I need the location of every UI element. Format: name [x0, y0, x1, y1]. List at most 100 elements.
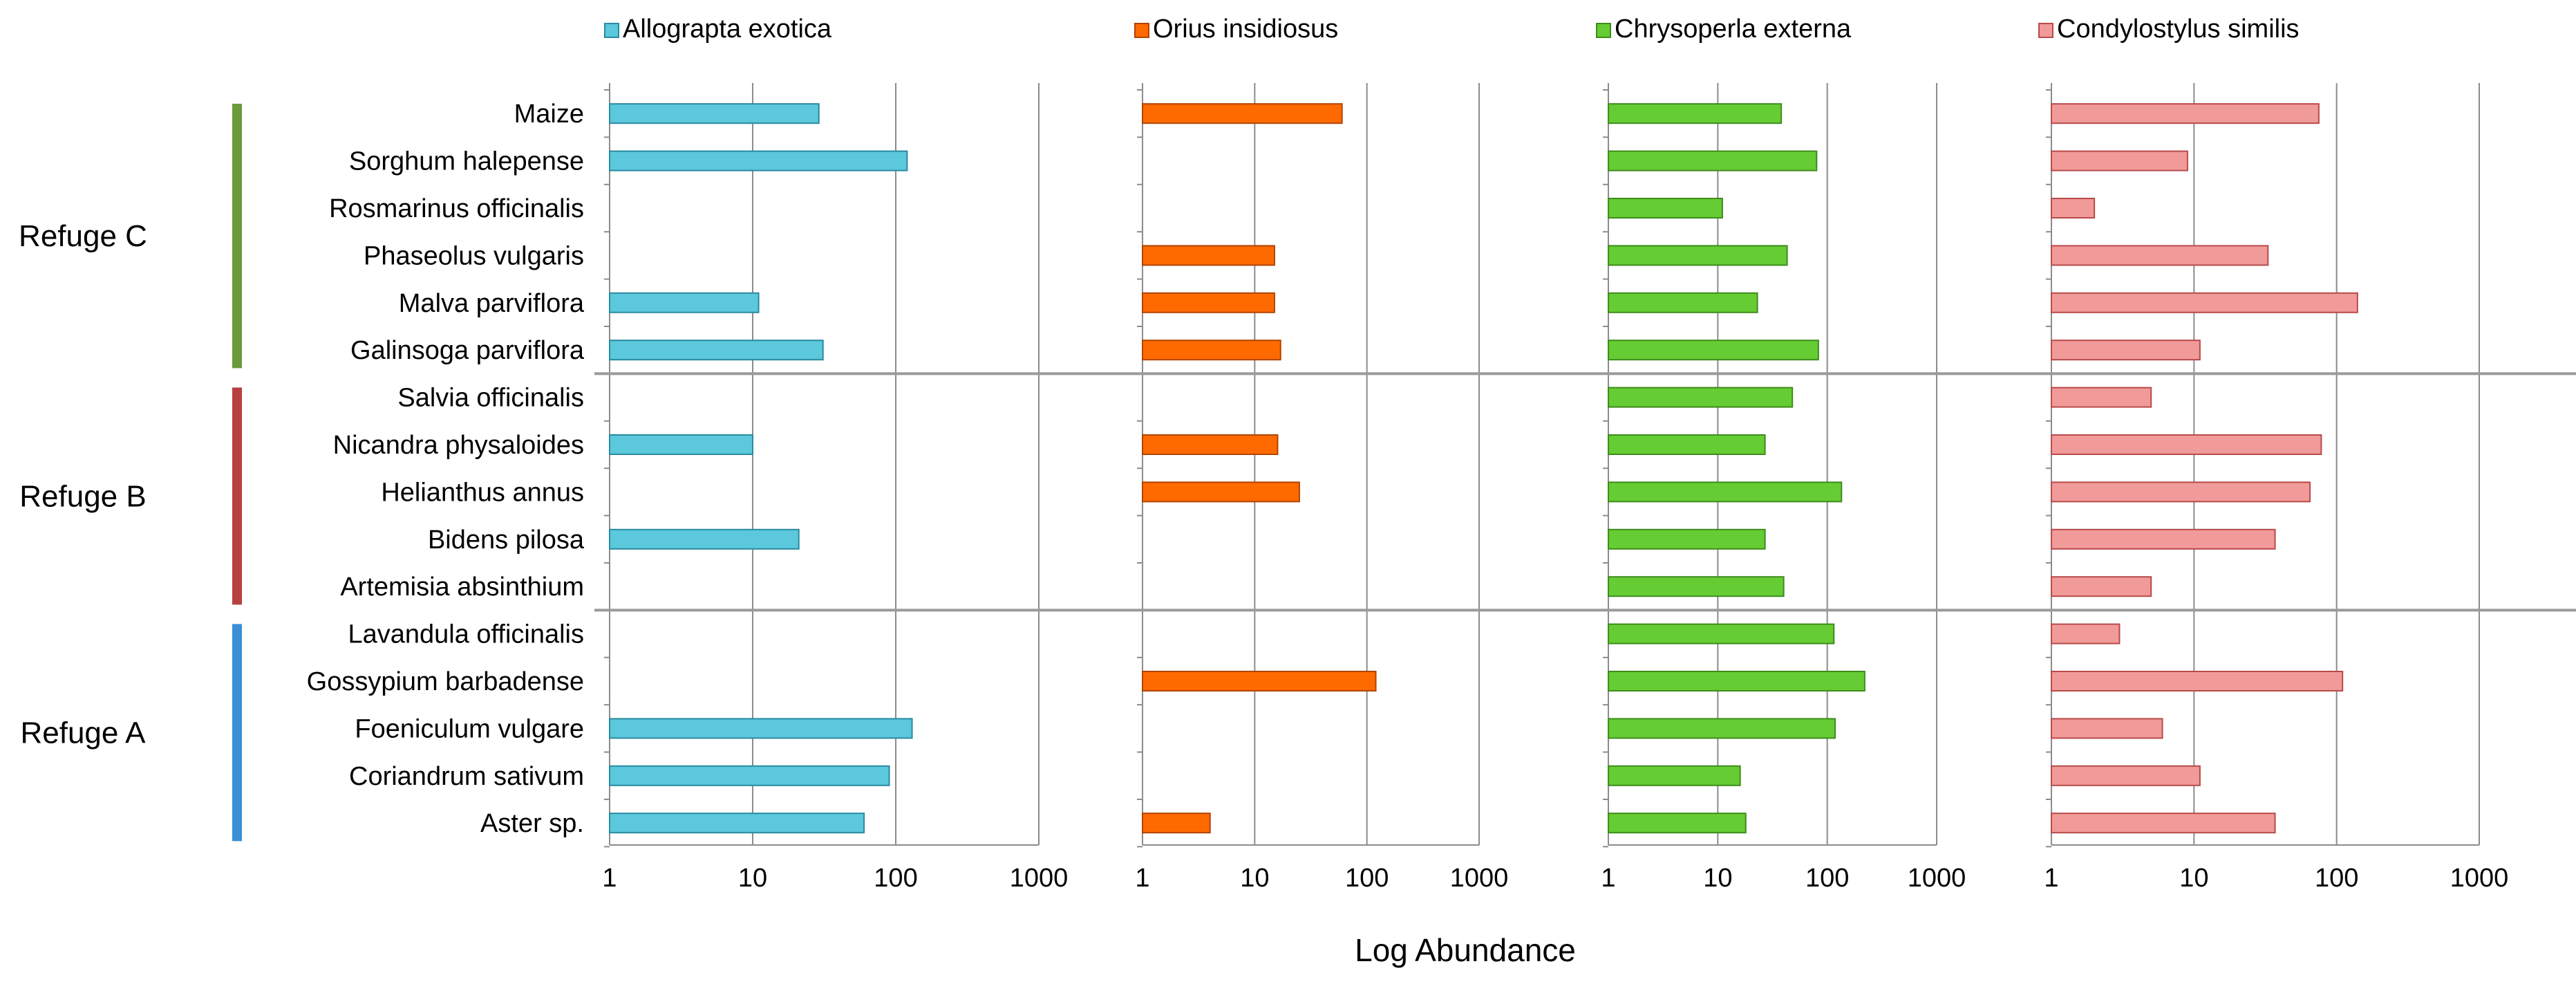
- bar-condylostylus-similis-galinsoga-parviflora: [2051, 340, 2201, 361]
- x-tick-label-1: 1: [1601, 864, 1615, 893]
- bar-chrysoperla-externa-sorghum-halepense: [1608, 150, 1818, 171]
- category-label-phaseolus-vulgaris: Phaseolus vulgaris: [364, 241, 584, 270]
- x-tick-label-10: 10: [1703, 864, 1732, 893]
- refuge-groups: Refuge C Refuge B Refuge A: [19, 104, 242, 842]
- x-tick-label-1: 1: [2044, 864, 2058, 893]
- bar-condylostylus-similis-foeniculum-vulgare: [2051, 718, 2163, 739]
- bar-condylostylus-similis-gossypium-barbadense: [2051, 671, 2344, 691]
- bar-condylostylus-similis-helianthus-annus: [2051, 481, 2311, 503]
- legend-swatch-orius-insidiosus: [1134, 23, 1149, 38]
- bar-orius-insidiosus-gossypium-barbadense: [1142, 671, 1377, 691]
- category-label-helianthus-annus: Helianthus annus: [381, 478, 584, 507]
- x-tick-label-1000: 1000: [2450, 864, 2509, 893]
- panel-orius-insidiosus: 1 10 100 1000: [1135, 83, 1508, 893]
- bar-orius-insidiosus-helianthus-annus: [1142, 481, 1300, 503]
- bar-chrysoperla-externa-aster-sp: [1608, 813, 1747, 834]
- x-tick-label-10: 10: [2179, 864, 2208, 893]
- bar-allograpta-exotica-malva-parviflora: [609, 292, 760, 313]
- bar-chrysoperla-externa-artemisia-absinthium: [1608, 576, 1785, 597]
- bar-chrysoperla-externa-bidens-pilosa: [1608, 528, 1766, 550]
- bar-condylostylus-similis-salvia-officinalis: [2051, 387, 2152, 408]
- x-tick-label-10: 10: [1240, 864, 1269, 893]
- legend-swatch-allograpta-exotica: [604, 23, 619, 38]
- category-label-foeniculum-vulgare: Foeniculum vulgare: [355, 714, 584, 743]
- bar-chrysoperla-externa-lavandula-officinalis: [1608, 623, 1835, 644]
- x-tick-label-100: 100: [874, 864, 917, 893]
- panel-chrysoperla-externa: 1 10 100 1000: [1601, 83, 1966, 893]
- bar-allograpta-exotica-aster-sp: [609, 813, 865, 834]
- legend-label-condylostylus-similis: Condylostylus similis: [2057, 15, 2300, 44]
- bar-allograpta-exotica-coriandrum-sativum: [609, 765, 890, 786]
- category-label-rosmarinus-officinalis: Rosmarinus officinalis: [329, 194, 584, 223]
- bar-orius-insidiosus-nicandra-physaloides: [1142, 434, 1279, 455]
- legend-swatch-chrysoperla-externa: [1596, 23, 1611, 38]
- x-tick-label-100: 100: [2315, 864, 2358, 893]
- category-label-artemisia-absinthium: Artemisia absinthium: [340, 573, 584, 602]
- category-label-malva-parviflora: Malva parviflora: [399, 289, 585, 318]
- category-label-gossypium-barbadense: Gossypium barbadense: [307, 667, 584, 696]
- bar-orius-insidiosus-malva-parviflora: [1142, 292, 1275, 313]
- bar-chrysoperla-externa-malva-parviflora: [1608, 292, 1758, 313]
- bar-chrysoperla-externa-nicandra-physaloides: [1608, 434, 1766, 455]
- category-labels: Maize Sorghum halepense Rosmarinus officin…: [307, 100, 585, 838]
- bar-condylostylus-similis-phaseolus-vulgaris: [2051, 245, 2269, 266]
- bar-condylostylus-similis-bidens-pilosa: [2051, 528, 2276, 550]
- category-label-lavandula-officinalis: Lavandula officinalis: [348, 620, 584, 649]
- category-label-sorghum-halepense: Sorghum halepense: [349, 147, 584, 176]
- legend-label-allograpta-exotica: Allograpta exotica: [623, 15, 832, 44]
- bar-condylostylus-similis-aster-sp: [2051, 813, 2276, 834]
- group-label-refuge-c: Refuge C: [19, 219, 147, 253]
- x-tick-label-1000: 1000: [1450, 864, 1509, 893]
- category-label-aster-sp: Aster sp.: [480, 809, 584, 838]
- legend: Allograpta exotica Orius insidiosus Chryso…: [604, 15, 2300, 44]
- bar-allograpta-exotica-galinsoga-parviflora: [609, 340, 824, 361]
- x-tick-label-1: 1: [602, 864, 617, 893]
- group-bar-refuge-b: [232, 387, 242, 605]
- legend-label-orius-insidiosus: Orius insidiosus: [1153, 15, 1338, 44]
- x-tick-label-1000: 1000: [1010, 864, 1069, 893]
- group-label-refuge-a: Refuge A: [20, 716, 146, 750]
- bar-condylostylus-similis-malva-parviflora: [2051, 292, 2358, 313]
- x-tick-label-1000: 1000: [1908, 864, 1966, 893]
- bar-condylostylus-similis-rosmarinus-officinalis: [2051, 198, 2096, 219]
- bar-chrysoperla-externa-rosmarinus-officinalis: [1608, 198, 1723, 219]
- bar-condylostylus-similis-sorghum-halepense: [2051, 150, 2188, 171]
- bar-allograpta-exotica-foeniculum-vulgare: [609, 718, 913, 739]
- panel-allograpta-exotica: 1 10 100 1000: [602, 83, 1068, 893]
- bar-chrysoperla-externa-phaseolus-vulgaris: [1608, 245, 1788, 266]
- group-bar-refuge-c: [232, 104, 242, 369]
- x-tick-label-10: 10: [738, 864, 767, 893]
- bar-condylostylus-similis-artemisia-absinthium: [2051, 576, 2152, 597]
- category-label-bidens-pilosa: Bidens pilosa: [428, 526, 585, 555]
- bar-chrysoperla-externa-galinsoga-parviflora: [1608, 340, 1819, 361]
- category-label-galinsoga-parviflora: Galinsoga parviflora: [350, 336, 585, 365]
- bar-orius-insidiosus-phaseolus-vulgaris: [1142, 245, 1275, 266]
- bar-chrysoperla-externa-maize: [1608, 103, 1783, 124]
- bar-chrysoperla-externa-gossypium-barbadense: [1608, 671, 1865, 691]
- plot-panels: 1 10 100 1000 1 10 100 1000 1 10 100 1000 1 10 100 1000: [602, 83, 2508, 893]
- bar-condylostylus-similis-maize: [2051, 103, 2320, 124]
- category-label-maize: Maize: [514, 100, 584, 129]
- x-tick-label-100: 100: [1805, 864, 1849, 893]
- bar-orius-insidiosus-maize: [1142, 103, 1343, 124]
- bar-chrysoperla-externa-foeniculum-vulgare: [1608, 718, 1836, 739]
- bar-condylostylus-similis-nicandra-physaloides: [2051, 434, 2322, 455]
- category-label-salvia-officinalis: Salvia officinalis: [397, 384, 584, 413]
- category-label-nicandra-physaloides: Nicandra physaloides: [333, 431, 584, 460]
- bar-chrysoperla-externa-salvia-officinalis: [1608, 387, 1794, 408]
- x-tick-label-1: 1: [1135, 864, 1149, 893]
- bar-allograpta-exotica-maize: [609, 103, 820, 124]
- bar-orius-insidiosus-aster-sp: [1142, 813, 1211, 834]
- bar-chrysoperla-externa-helianthus-annus: [1608, 481, 1843, 503]
- group-bar-refuge-a: [232, 624, 242, 842]
- bar-condylostylus-similis-coriandrum-sativum: [2051, 765, 2201, 786]
- group-separators: [594, 372, 2576, 612]
- category-label-coriandrum-sativum: Coriandrum sativum: [349, 762, 584, 791]
- legend-label-chrysoperla-externa: Chrysoperla externa: [1615, 15, 1852, 44]
- bar-chrysoperla-externa-coriandrum-sativum: [1608, 765, 1741, 786]
- bar-allograpta-exotica-nicandra-physaloides: [609, 434, 753, 455]
- x-tick-label-100: 100: [1345, 864, 1389, 893]
- panel-condylostylus-similis: 1 10 100 1000: [2044, 83, 2508, 893]
- bar-allograpta-exotica-sorghum-halepense: [609, 150, 908, 171]
